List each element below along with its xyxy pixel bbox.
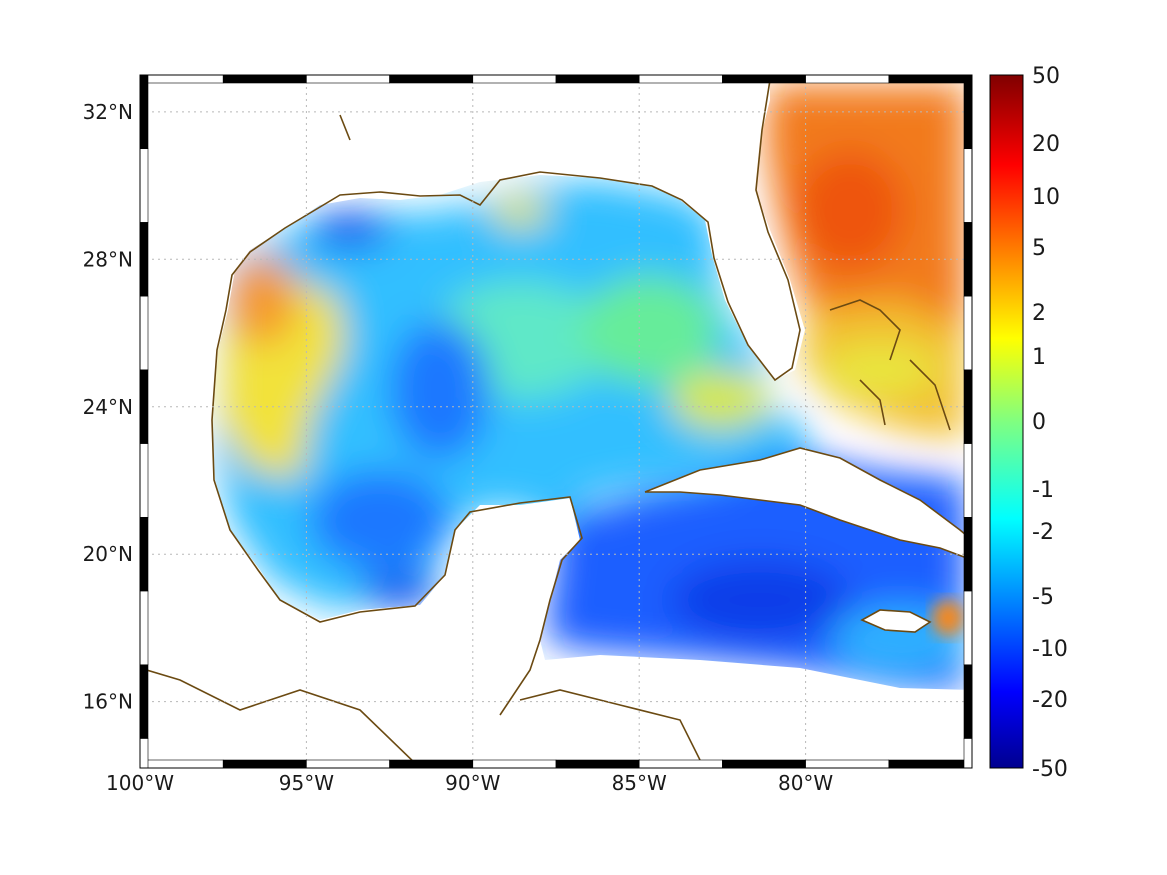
lat-tick-label: 28°N bbox=[83, 247, 133, 271]
lat-tick-label: 20°N bbox=[83, 542, 133, 566]
frame-segment bbox=[963, 664, 973, 739]
frame-segment bbox=[963, 369, 973, 444]
frame-segment bbox=[722, 74, 806, 84]
colorbar-tick-label: -2 bbox=[1032, 520, 1054, 545]
colorbar-tick-label: 20 bbox=[1032, 132, 1060, 157]
frame-segment bbox=[963, 443, 973, 518]
frame-segment bbox=[963, 295, 973, 371]
frame-segment bbox=[722, 759, 806, 769]
frame-segment bbox=[389, 759, 474, 769]
lon-tick-label: 90°W bbox=[445, 771, 500, 795]
frame-segment bbox=[472, 759, 557, 769]
lat-tick-label: 24°N bbox=[83, 395, 133, 419]
frame-segment bbox=[222, 759, 307, 769]
colorbar-tick-label: 50 bbox=[1032, 64, 1060, 89]
colorbar-strip bbox=[989, 74, 1024, 769]
frame-segment bbox=[139, 590, 149, 666]
frame-segment bbox=[555, 759, 640, 769]
frame-segment bbox=[472, 74, 557, 84]
frame-segment bbox=[306, 759, 390, 769]
frame-segment bbox=[555, 74, 640, 84]
lon-tick-label: 85°W bbox=[612, 771, 667, 795]
frame-segment bbox=[638, 74, 723, 84]
lon-tick-label: 80°W bbox=[778, 771, 833, 795]
frame-segment bbox=[139, 295, 149, 371]
anomaly-field bbox=[140, 75, 972, 768]
frame-segment bbox=[139, 74, 224, 84]
frame-segment bbox=[389, 74, 474, 84]
colorbar-tick-label: -5 bbox=[1032, 585, 1054, 610]
frame-segment bbox=[888, 74, 973, 84]
colorbar-tick-label: 1 bbox=[1032, 345, 1046, 370]
frame-segment bbox=[139, 759, 224, 769]
frame-segment bbox=[963, 74, 973, 150]
colorbar-tick-label: 10 bbox=[1032, 185, 1060, 210]
frame-segment bbox=[963, 590, 973, 666]
colorbar-tick-label: -20 bbox=[1032, 688, 1068, 713]
frame-segment bbox=[963, 222, 973, 297]
lat-tick-label: 32°N bbox=[83, 100, 133, 124]
frame-segment bbox=[139, 738, 149, 769]
frame-segment bbox=[306, 74, 390, 84]
lon-tick-label: 100°W bbox=[106, 771, 174, 795]
colorbar-tick-label: 2 bbox=[1032, 301, 1046, 326]
frame-segment bbox=[139, 74, 149, 150]
frame-segment bbox=[139, 148, 149, 223]
latitude-axis: 32°N 28°N 24°N 20°N 16°N bbox=[83, 100, 133, 714]
frame-segment bbox=[222, 74, 307, 84]
longitude-axis: 100°W 95°W 90°W 85°W 80°W bbox=[106, 771, 833, 795]
frame-segment bbox=[963, 517, 973, 592]
lon-tick-label: 95°W bbox=[279, 771, 334, 795]
frame-segment bbox=[888, 759, 973, 769]
frame-segment bbox=[139, 443, 149, 518]
frame-segment bbox=[963, 148, 973, 223]
colorbar-tick-label: -10 bbox=[1032, 637, 1068, 662]
map-frame bbox=[139, 74, 973, 769]
colorbar-tick-label: -50 bbox=[1032, 757, 1068, 782]
frame-segment bbox=[805, 74, 890, 84]
frame-segment bbox=[139, 222, 149, 297]
frame-segment bbox=[139, 517, 149, 592]
colorbar-tick-label: -1 bbox=[1032, 478, 1054, 503]
frame-segment bbox=[139, 369, 149, 444]
lat-tick-label: 16°N bbox=[83, 690, 133, 714]
frame-segment bbox=[805, 759, 890, 769]
frame-segment bbox=[139, 664, 149, 739]
frame-segment bbox=[638, 759, 723, 769]
frame-segment bbox=[963, 738, 973, 769]
colorbar-tick-label: 5 bbox=[1032, 236, 1046, 261]
colorbar-tick-label: 0 bbox=[1032, 410, 1046, 435]
